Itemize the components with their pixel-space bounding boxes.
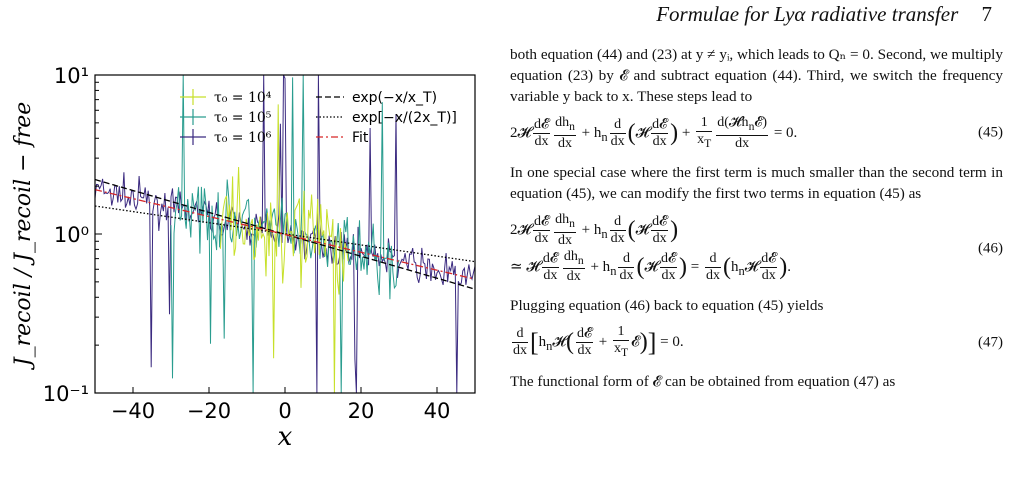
x-axis-label: x: [278, 422, 293, 452]
legend-label: τ₀ = 10⁴: [214, 90, 272, 106]
paragraph-1: both equation (44) and (23) at y ≠ yᵢ, w…: [510, 46, 1003, 105]
paragraph-2: In one special case where the first term…: [510, 163, 1003, 202]
x-tick-label: 0: [278, 399, 291, 423]
legend-label: τ₀ = 10⁶: [214, 130, 272, 146]
y-axis-label: J_recoil / J_recoil − free: [11, 102, 36, 371]
x-tick-label: −40: [111, 399, 155, 423]
text-column: both equation (44) and (23) at y ≠ yᵢ, w…: [510, 44, 1003, 400]
page-header: Formulae for Lyα radiative transfer 7: [656, 2, 992, 27]
legend-label: exp(−x/x_T): [352, 90, 437, 106]
ticks-layer: −40 −20 0 20 40 10⁻¹ 10⁰ 10¹: [43, 64, 451, 423]
model-line: [94, 205, 476, 263]
running-title: Formulae for Lyα radiative transfer: [656, 2, 959, 26]
x-tick-label: −20: [187, 399, 231, 423]
series-line: [219, 104, 349, 394]
legend-label: Fit: [352, 130, 369, 146]
data-layer: [94, 74, 476, 394]
y-tick-label: 10⁰: [54, 223, 89, 247]
series-line: [94, 74, 476, 394]
equation-46-number: (46): [978, 240, 1003, 257]
y-tick-label: 10¹: [54, 64, 89, 88]
equation-47: d dx [hn𝓗(d𝓔 dx + 1 xT 𝓔)] = 0. (47): [512, 324, 1003, 360]
paragraph-4: The functional form of 𝓔 can be obtained…: [510, 373, 896, 391]
model-line: [94, 189, 476, 280]
x-tick-label: 40: [424, 399, 451, 423]
paragraph-3: Plugging equation (46) back to equation …: [510, 297, 824, 315]
page-number: 7: [981, 2, 993, 26]
model-line: [94, 178, 476, 290]
figure: −40 −20 0 20 40 10⁻¹ 10⁰ 10¹ τ₀ = 10⁴ τ₀ = 10⁵ τ₀…: [0, 40, 495, 460]
equation-45: 2𝓗 d𝓔 dx dhn dx + hn d dx (𝓗 d𝓔 dx) + 1 xT d(𝓗hn𝓔) d…: [510, 115, 1003, 151]
equation-45-number: (45): [978, 124, 1003, 141]
legend-label: exp[−x/(2x_T)]: [352, 110, 457, 126]
x-tick-label: 20: [348, 399, 375, 423]
legend-layer: τ₀ = 10⁴ τ₀ = 10⁵ τ₀ = 10⁶ exp(−x/x_T) exp[−…: [180, 89, 457, 146]
equation-47-number: (47): [978, 334, 1003, 351]
legend-label: τ₀ = 10⁵: [214, 110, 272, 126]
y-tick-label: 10⁻¹: [43, 382, 89, 406]
series-line: [170, 74, 400, 394]
